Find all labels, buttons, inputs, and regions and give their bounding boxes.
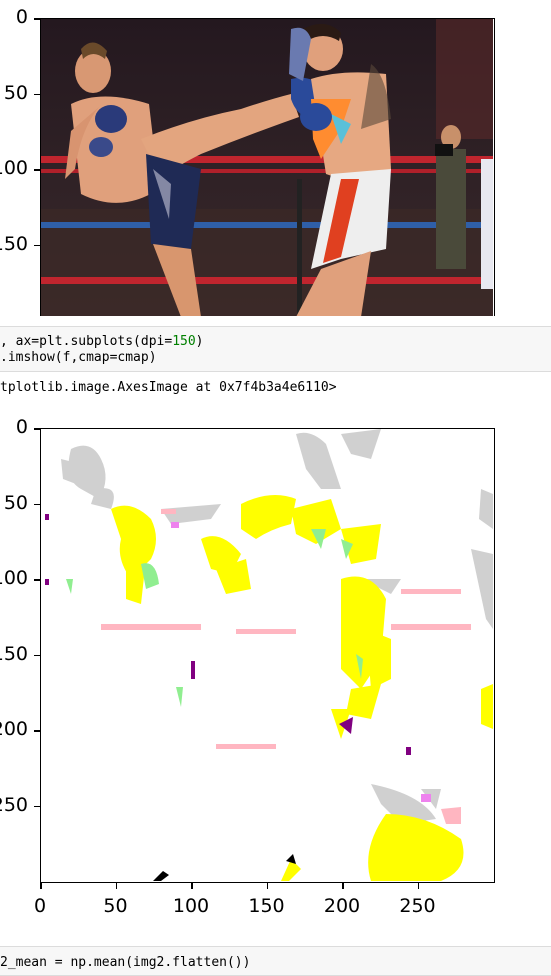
plot1-y-tick-mark [34,93,40,95]
violet-regions [171,522,431,802]
plot1-y-tick-label: 100 [0,157,28,179]
plot1-y-tick-label: 150 [0,232,28,255]
plot2-container: 0 50 100 150 200 250 0 50 100 150 200 250 [0,415,551,935]
plot2-x-tick-label: 100 [172,895,210,917]
plot2-x-tick-mark [115,883,117,889]
plot2-x-tick-label: 200 [323,895,361,917]
plot2-x-tick-label: 0 [33,895,47,917]
purple-regions [45,514,411,755]
rope-red-top [41,156,493,163]
plot2-y-tick-mark [34,503,40,505]
next-code-line: 2_mean = np.mean(img2.flatten()) [0,955,251,970]
plot2-y-tick-mark [34,730,40,732]
code-cell[interactable]: , ax=plt.subplots(dpi=150) .imshow(f,cma… [0,326,551,372]
plot2-axes-frame [40,428,495,883]
rope-red-bottom [41,277,493,284]
plot1-y-tick-label: 50 [3,81,28,104]
plot2-x-tick-mark [342,883,344,889]
plot2-y-tick-label: 0 [15,416,28,438]
cell-output-text: tplotlib.image.AxesImage at 0x7f4b3a4e61… [0,380,337,395]
left-fighter [65,42,326,316]
plot2-x-tick-label: 50 [103,895,128,917]
plot2-y-tick-mark [34,805,40,807]
rope-blue [41,222,493,228]
black-regions [153,854,296,881]
code-line-1: , ax=plt.subplots(dpi=150) [0,334,204,349]
right-fighter [289,23,391,316]
plot1-image [41,19,493,316]
plot2-y-tick-mark [34,428,40,430]
plot1-y-tick-mark [34,169,40,171]
plot2-y-tick-mark [34,579,40,581]
plot2-x-tick-label: 250 [399,895,436,917]
plot1-container: 0 50 100 150 [0,0,551,316]
plot2-x-tick-mark [417,883,419,889]
plot2-y-tick-label: 200 [0,718,28,740]
plot2-x-tick-mark [191,883,193,889]
next-code-cell[interactable]: 2_mean = np.mean(img2.flatten()) [0,946,551,976]
plot2-x-tick-label: 150 [248,895,285,917]
plot2-y-tick-label: 50 [3,491,28,514]
pink-regions [101,509,471,824]
plot2-x-tick-mark [40,883,42,889]
plot2-y-tick-mark [34,654,40,656]
rope-red-middle [41,169,493,173]
green-regions [66,529,363,707]
plot2-y-tick-label: 100 [0,567,28,589]
plot2-y-tick-label: 150 [0,642,28,665]
plot1-y-tick-mark [34,18,40,20]
plot1-y-tick-label: 0 [15,6,28,28]
plot1-y-tick-mark [34,244,40,246]
code-line-2: .imshow(f,cmap=cmap) [0,350,157,365]
plot2-y-tick-label: 250 [0,793,28,816]
gray-regions [61,429,493,824]
plot1-axes-frame [40,18,495,316]
plot2-image [41,429,493,881]
plot2-x-tick-mark [266,883,268,889]
yellow-regions [111,495,493,881]
photographer [435,125,493,289]
